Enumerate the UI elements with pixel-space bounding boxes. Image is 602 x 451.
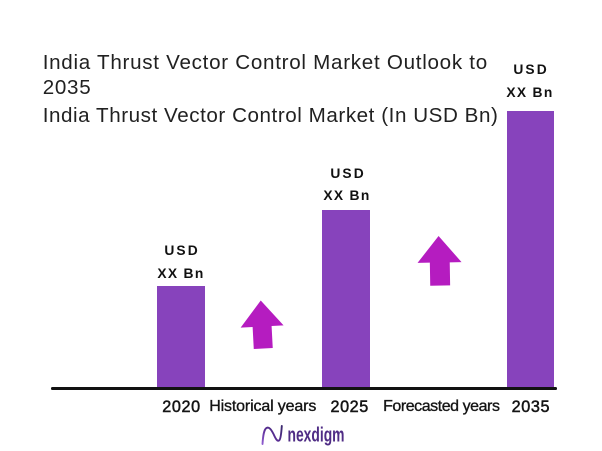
svg-text:nexdigm: nexdigm — [288, 425, 345, 447]
